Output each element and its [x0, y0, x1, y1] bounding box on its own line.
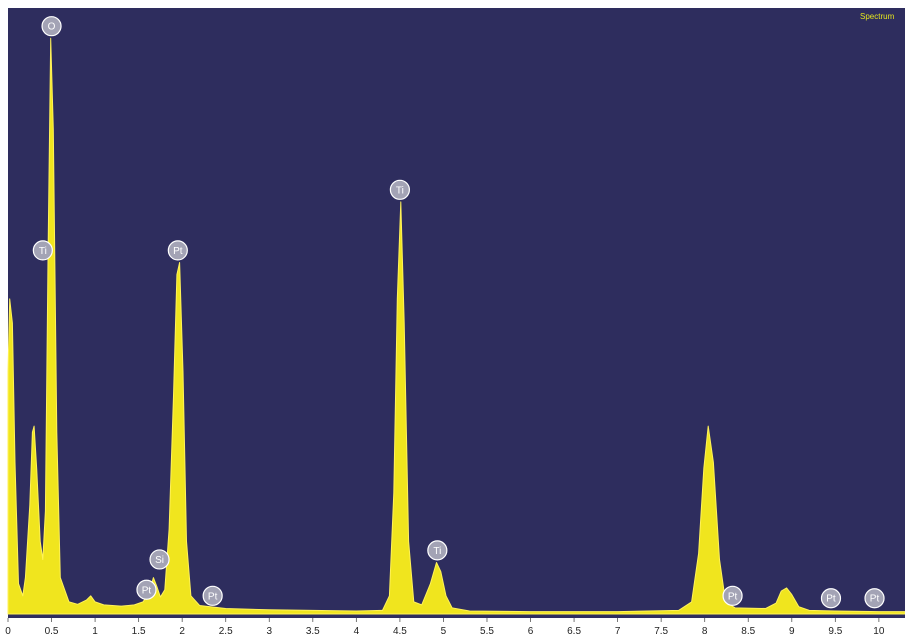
peak-label-circle [149, 549, 170, 570]
peak-label-circle [820, 588, 842, 609]
peak-label-text: Pt [728, 591, 738, 602]
peak-label: Pt [820, 588, 842, 609]
peak-label: O [41, 16, 62, 37]
peak-label-text: Si [155, 555, 164, 566]
peak-label-circle [864, 588, 885, 609]
legend-label: Spectrum [860, 12, 895, 21]
peak-label: Pt [202, 585, 223, 606]
x-tick-label: 9 [789, 626, 795, 637]
peak-label-text: Ti [433, 546, 441, 557]
peak-label-circle [136, 579, 157, 600]
x-tick-label: 1.5 [132, 626, 146, 637]
peak-label-text: O [48, 22, 56, 33]
x-tick-label: 10 [873, 626, 885, 637]
peak-label-circle [389, 179, 410, 200]
x-tick-label: 5 [441, 626, 447, 637]
peak-label-circle [41, 16, 62, 37]
x-tick-label: 2.5 [219, 626, 233, 637]
x-axis-ticks: 0 0.5 1 1.5 2 2.5 3 3.5 4 4.5 5 5.5 6 6.5 7 7.5 8 8.5 9 9.5… [5, 618, 885, 637]
x-tick-label: 0 [5, 626, 11, 637]
x-tick-label: 6 [528, 626, 534, 637]
peak-label-text: Pt [870, 594, 880, 605]
peak-label-circle [202, 585, 223, 606]
x-tick-label: 3.5 [306, 626, 320, 637]
peak-label: Pt [864, 588, 885, 609]
x-tick-label: 8 [702, 626, 708, 637]
peak-label: Pt [136, 579, 157, 600]
peak-label-text: Pt [208, 591, 218, 602]
plot-background [8, 8, 905, 618]
spectrum-area [7, 37, 905, 615]
peak-label-circle [722, 585, 743, 606]
peak-label: Pt [722, 585, 743, 606]
peak-label-text: Pt [142, 585, 152, 596]
x-tick-label: 8.5 [741, 626, 755, 637]
peak-label: Si [149, 549, 170, 570]
x-tick-label: 0.5 [45, 626, 59, 637]
peak-label-text: Pt [826, 594, 836, 605]
peak-labels: O Ti Pt Ti Si Pt Pt Ti Pt Pt Pt [32, 16, 885, 609]
peak-label: Ti [32, 240, 53, 261]
peak-label-circle [427, 540, 448, 561]
x-tick-label: 4 [354, 626, 360, 637]
peak-label-text: Ti [39, 246, 47, 257]
x-tick-label: 1 [92, 626, 98, 637]
x-tick-label: 2 [179, 626, 185, 637]
peak-label: Ti [427, 540, 448, 561]
x-tick-label: 7.5 [654, 626, 668, 637]
x-tick-label: 3 [266, 626, 272, 637]
peak-label-text: Ti [396, 185, 404, 196]
x-tick-label: 6.5 [567, 626, 581, 637]
peak-label: Pt [167, 240, 188, 261]
x-tick-label: 4.5 [393, 626, 407, 637]
peak-label: Ti [389, 179, 410, 200]
x-tick-label: 9.5 [828, 626, 842, 637]
x-tick-label: 7 [615, 626, 621, 637]
peak-label-circle [32, 240, 53, 261]
peak-label-circle [167, 240, 188, 261]
peak-label-text: Pt [173, 246, 183, 257]
x-tick-label: 5.5 [480, 626, 494, 637]
